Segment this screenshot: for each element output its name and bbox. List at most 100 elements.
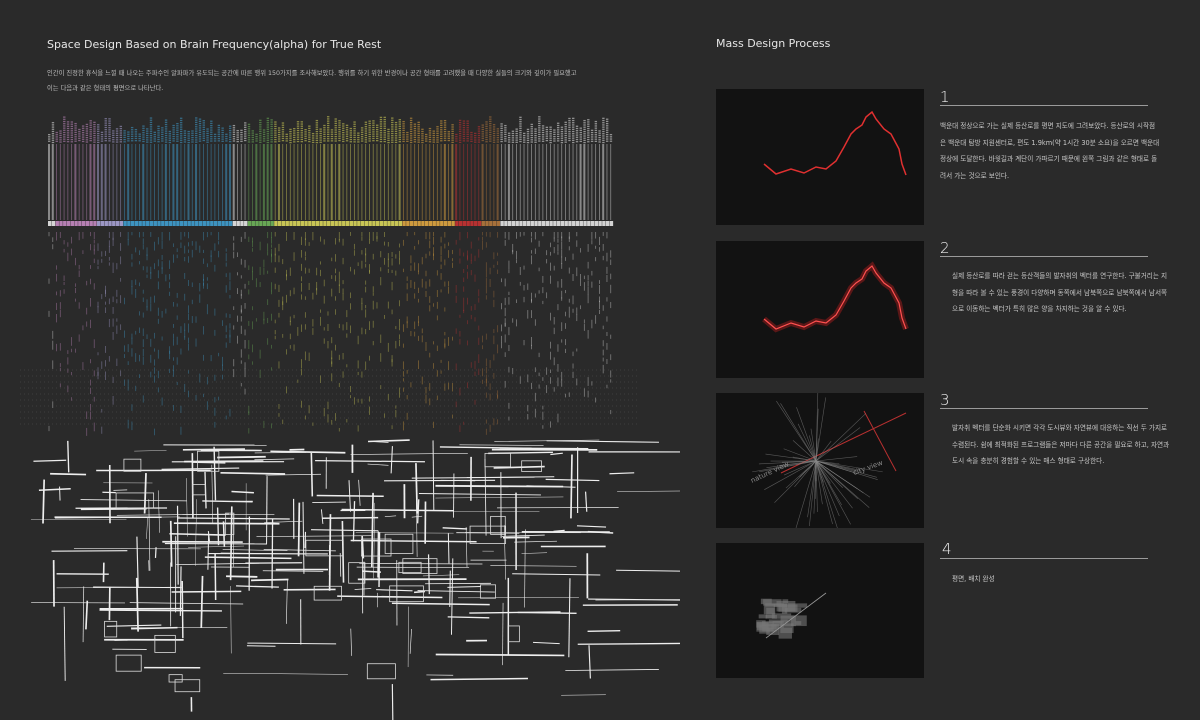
activity-bar	[70, 121, 75, 401]
activity-bar	[277, 127, 282, 417]
activity-bar	[432, 130, 436, 429]
activity-bar	[289, 128, 293, 349]
activity-bar	[583, 119, 587, 397]
activity-bar	[383, 116, 387, 418]
activity-bar	[575, 125, 580, 386]
activity-bar	[127, 131, 131, 429]
activity-bar	[372, 120, 376, 346]
activity-bar	[364, 121, 369, 370]
activity-bar	[587, 119, 591, 398]
activity-bar	[93, 121, 97, 432]
activity-bar	[112, 130, 116, 405]
activity-bar	[474, 132, 478, 405]
activity-bar	[300, 121, 304, 408]
activity-bar	[345, 124, 350, 423]
activity-bar	[198, 118, 203, 383]
activity-bar	[270, 119, 274, 429]
activity-bar	[530, 123, 534, 390]
activity-bar	[168, 130, 173, 374]
activity-bar	[507, 132, 512, 421]
activity-bar	[481, 124, 485, 384]
activity-bar	[394, 121, 399, 418]
activity-bar	[153, 131, 157, 436]
activity-bar	[334, 118, 338, 421]
floor-plan-sketch	[30, 439, 680, 720]
activity-bar	[74, 122, 78, 353]
right-title: Mass Design Process	[716, 37, 831, 50]
step-number: 3	[940, 391, 950, 409]
process-image-3: nature view city view	[716, 393, 924, 528]
activity-bar	[228, 125, 233, 417]
activity-bar	[538, 116, 542, 389]
activity-bar	[349, 127, 353, 399]
process-image-2	[716, 241, 924, 378]
activity-bar	[462, 120, 467, 425]
activity-bar	[89, 120, 93, 420]
step-divider	[940, 408, 1148, 409]
step-divider	[940, 256, 1148, 257]
activity-bar	[59, 130, 63, 388]
activity-bar	[119, 125, 124, 377]
step-divider	[940, 558, 1148, 559]
activity-bar	[568, 117, 572, 397]
step-number: 4	[942, 540, 952, 558]
activity-bar	[417, 121, 421, 369]
process-image-1	[716, 89, 924, 225]
activity-bar	[179, 117, 184, 435]
activity-bar	[81, 125, 86, 371]
activity-bar	[183, 130, 188, 393]
step-description: 평면, 배치 완성	[952, 575, 995, 583]
activity-bar	[409, 117, 414, 388]
activity-bar	[255, 133, 259, 322]
activity-bar	[146, 128, 150, 340]
activity-bar	[357, 132, 361, 432]
activity-bar	[398, 119, 403, 398]
activity-bar	[232, 124, 237, 378]
activity-bar	[48, 133, 52, 432]
intro-line-1: 인간이 진정한 휴식을 느낄 때 나오는 주파수인 알파파가 유도되는 공간에 …	[47, 70, 577, 77]
activity-bar	[296, 121, 301, 383]
activity-bar	[172, 124, 176, 411]
activity-bar	[217, 124, 222, 401]
activity-bar	[240, 129, 244, 387]
activity-bar	[266, 117, 271, 345]
activity-bar	[598, 130, 602, 314]
activity-bar	[421, 128, 425, 385]
hiking-route-line	[763, 110, 907, 176]
activity-bar	[360, 127, 365, 404]
intro-line-2: 이는 다음과 같은 형태의 평면으로 나타난다.	[47, 85, 164, 92]
activity-bar	[425, 133, 429, 404]
activity-bar	[353, 121, 357, 405]
activity-bar	[281, 122, 286, 425]
activity-bar	[560, 126, 565, 387]
activity-bar	[244, 122, 248, 395]
activity-bar	[123, 130, 127, 386]
activity-bar	[293, 128, 297, 351]
activity-bar	[176, 122, 180, 386]
activity-bar	[157, 125, 161, 393]
activity-bar	[451, 124, 455, 419]
activity-bar	[206, 128, 210, 410]
activity-bar	[66, 121, 71, 393]
activity-bar	[55, 131, 59, 352]
activity-bar	[78, 128, 82, 342]
activity-bar	[511, 130, 516, 375]
activity-bar	[553, 129, 557, 392]
step-divider	[940, 105, 1148, 106]
activity-bar	[375, 124, 380, 309]
activity-bar	[285, 133, 289, 394]
activity-bar	[274, 121, 278, 340]
activity-bar	[428, 127, 433, 406]
intro-text: 인간이 진정한 휴식을 느낄 때 나오는 주파수인 알파파가 유도되는 공간에 …	[47, 66, 637, 96]
activity-bar	[594, 120, 599, 403]
activity-bar	[387, 128, 391, 401]
activity-bar	[534, 128, 538, 418]
activity-bar	[545, 126, 550, 394]
activity-bar	[391, 117, 395, 430]
process-image-4	[716, 543, 924, 678]
activity-bar	[379, 116, 384, 390]
activity-bar	[447, 131, 452, 390]
activity-bar	[413, 123, 418, 337]
activity-bar	[134, 129, 139, 392]
activity-bar	[319, 128, 323, 383]
